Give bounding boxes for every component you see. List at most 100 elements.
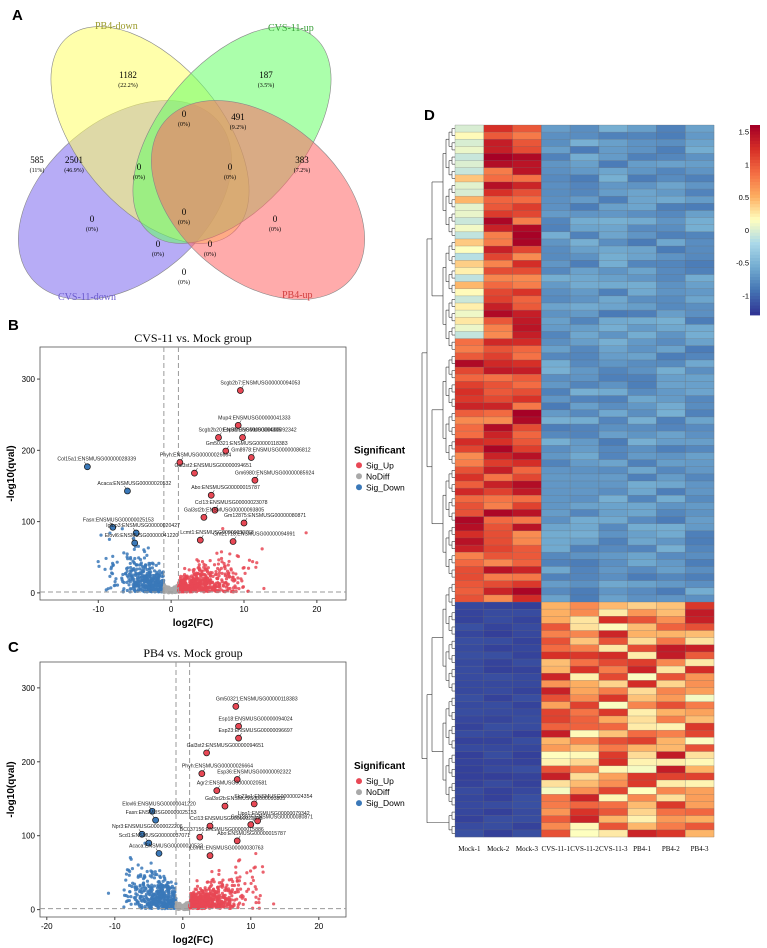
heatmap-cell [483, 345, 513, 354]
annotated-point [254, 817, 261, 825]
heatmap-cell [598, 416, 628, 425]
gene-label: Gm50321:ENSMUSG00000118383 [216, 696, 298, 702]
heatmap-cell [627, 274, 657, 282]
venn-region-count: 0 [208, 239, 213, 249]
heatmap-cell [685, 174, 715, 183]
heatmap-cell [455, 331, 484, 339]
volcano-plot-pb4: PB4 vs. Mock group-20 -10 0 10 200100200300l… [6, 646, 406, 946]
heatmap-cell [598, 780, 628, 788]
heatmap-cell [541, 146, 571, 154]
data-point [142, 899, 147, 904]
legend-label: Sig_Down [366, 482, 405, 492]
heatmap-cell [656, 559, 686, 567]
heatmap-cell [483, 545, 513, 553]
heatmap-cell [598, 352, 628, 361]
colorbar-segment [750, 267, 760, 272]
column-label: PB4-1 [633, 845, 651, 853]
data-point [230, 888, 235, 892]
data-point [152, 569, 157, 573]
gene-label: Lipo1:ENSMUSG00000079342 [238, 811, 310, 817]
heatmap-cell [627, 125, 657, 133]
data-point [162, 874, 166, 878]
data-point [224, 577, 229, 581]
colorbar-segment [750, 280, 760, 284]
colorbar-segment [750, 185, 760, 189]
heatmap-cell [627, 545, 657, 553]
heatmap-cell [570, 659, 600, 667]
heatmap-cell [627, 495, 657, 503]
heatmap-cell [512, 488, 542, 496]
heatmap-cell [455, 772, 484, 781]
heatmap-cell [541, 224, 571, 232]
data-point [99, 533, 103, 537]
heatmap-cell [541, 573, 571, 581]
heatmap-cell [541, 374, 571, 382]
heatmap-cell [541, 274, 571, 282]
y-tick-label: 100 [22, 518, 36, 527]
heatmap-cell [685, 651, 715, 660]
heatmap-cell [455, 153, 484, 161]
heatmap-cell [627, 659, 657, 667]
column-label: CVS-11-1 [541, 845, 570, 853]
data-point [141, 895, 145, 899]
heatmap-cell [541, 317, 571, 325]
heatmap-cell [483, 238, 513, 247]
heatmap-cell [685, 687, 715, 695]
heatmap-cell [598, 630, 628, 638]
heatmap-cell [512, 331, 542, 339]
x-axis-label: log2(FC) [173, 935, 214, 946]
gene-label: Gm21718:ENSMUSG00000094991 [213, 532, 295, 538]
heatmap-cell [570, 438, 600, 446]
heatmap-cell [685, 523, 715, 532]
heatmap-cell [541, 466, 571, 475]
heatmap-cell [455, 651, 484, 660]
colorbar-segment [750, 201, 760, 205]
heatmap-cell [455, 594, 484, 603]
heatmap-cell [570, 616, 600, 624]
colorbar-segment [750, 254, 760, 259]
data-point [216, 885, 220, 889]
heatmap-cell [627, 331, 657, 339]
data-point [150, 872, 155, 876]
heatmap-cell [512, 424, 542, 432]
heatmap-cell [598, 787, 628, 795]
heatmap-cell [598, 537, 628, 546]
heatmap-cell [685, 146, 715, 154]
heatmap-cell [541, 730, 571, 738]
data-point [227, 559, 231, 564]
heatmap-cell [483, 132, 513, 140]
data-point [132, 896, 136, 900]
heatmap-cell [455, 359, 484, 368]
heatmap-cell [512, 780, 542, 788]
heatmap-cell [656, 673, 686, 681]
heatmap-cell [627, 473, 657, 482]
data-point [241, 902, 245, 906]
gene-label: Scd1:ENSMUSG00000037071 [119, 833, 190, 839]
heatmap-cell [685, 431, 715, 439]
gene-label: Esp31:ENSMUSG00000092342 [223, 428, 297, 434]
heatmap-cell [483, 174, 513, 183]
gene-label: Gm12875:ENSMUSG00000080871 [224, 513, 306, 519]
heatmap-cell [541, 153, 571, 161]
colorbar-segment [750, 191, 760, 196]
heatmap-cell [455, 139, 484, 147]
heatmap-cell [483, 473, 513, 482]
heatmap-cell [541, 310, 571, 318]
set-label-cvs11-down: CVS-11-down [58, 292, 116, 303]
data-point [189, 903, 193, 907]
heatmap-cell [598, 701, 628, 710]
heatmap-cell [685, 125, 715, 133]
heatmap-cell [512, 445, 542, 453]
gene-label: Acaca:ENSMUSG00000020532 [97, 481, 171, 487]
data-point [158, 868, 162, 873]
venn-region-percent: (0%) [178, 121, 190, 128]
data-point [129, 569, 134, 573]
gene-label: Esp36:ENSMUSG00000092322 [217, 770, 291, 776]
heatmap-cell [598, 723, 628, 731]
heatmap-cell [541, 139, 571, 147]
heatmap-cell [541, 125, 571, 133]
data-point [216, 566, 220, 571]
heatmap-cell [541, 530, 571, 539]
heatmap-cell [627, 367, 657, 375]
data-point [161, 884, 165, 888]
